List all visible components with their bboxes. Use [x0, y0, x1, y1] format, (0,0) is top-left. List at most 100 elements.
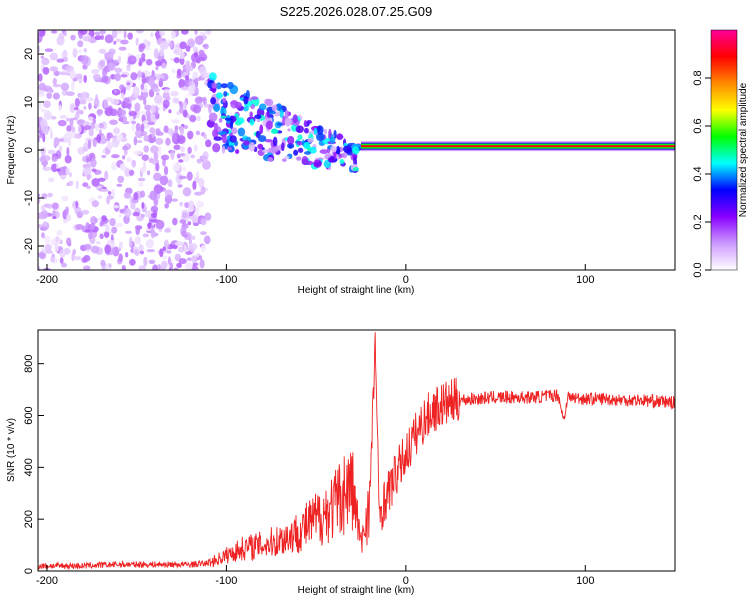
spectrogram-blob [57, 138, 65, 142]
spectrogram-blob [70, 81, 75, 91]
colorbar: 0.0 0.2 0.4 0.6 0.8 Normalized spectral ampl… [692, 29, 749, 278]
spectrogram-blob [165, 137, 171, 146]
spectrogram-blob [60, 82, 70, 91]
spectrogram-blob [104, 52, 109, 58]
spectrogram-blob [106, 141, 113, 150]
x-tick-label: 100 [576, 575, 594, 587]
spectrogram-blob [84, 229, 91, 233]
x-tick-label: 100 [576, 274, 594, 286]
spectrogram-blob [91, 177, 100, 187]
spectrogram-blob [124, 251, 129, 258]
y-tick-label: 600 [23, 406, 35, 424]
spectrogram-blob [306, 120, 312, 125]
spectrogram-blob [187, 221, 192, 226]
spectrogram-blob [112, 204, 120, 209]
spectrogram-blob [54, 243, 59, 253]
spectrogram-blob [82, 166, 92, 177]
spectrogram-blob [179, 146, 186, 153]
spectrogram-blob [203, 235, 211, 245]
spectrogram-blob [83, 105, 87, 110]
spectrogram-blob [166, 250, 172, 254]
spectrogram-blob [234, 149, 240, 155]
spectrogram-blob [191, 255, 198, 264]
spectrogram-blob [220, 115, 227, 119]
spectrogram-blob [85, 96, 94, 102]
carrier-line [360, 145, 675, 148]
spectrogram-blob [186, 257, 192, 261]
spectrogram-blob [119, 163, 127, 172]
spectrogram-carrier-line [360, 141, 675, 152]
spectrogram-blob [98, 48, 107, 54]
spectrogram-blob [248, 142, 256, 152]
spectrogram-blob [182, 167, 187, 172]
spectrogram-blob [107, 191, 112, 195]
spectrogram-blob [111, 154, 120, 159]
spectrogram-blob [231, 127, 238, 135]
spectrogram-blob [118, 109, 127, 116]
spectrogram-blob [40, 205, 46, 211]
spectrogram-blob [136, 215, 144, 222]
spectrogram-blob [117, 175, 125, 184]
spectrogram-blob [192, 104, 202, 114]
spectrogram-blob [89, 222, 96, 231]
spectrogram-blob [97, 195, 102, 199]
spectrogram-blob [119, 133, 124, 139]
spectrogram-blob [38, 90, 46, 98]
spectrogram-blob [126, 82, 130, 86]
spectrogram-blob [50, 255, 55, 263]
spectrogram-blob [42, 166, 52, 172]
spectrogram-blob [172, 119, 179, 123]
spectrogram-blob [107, 62, 116, 71]
spectrogram-blob [118, 46, 127, 51]
spectrogram-blob [39, 156, 46, 163]
spectrogram-blob [218, 117, 223, 123]
spectrogram-blob [237, 127, 246, 137]
colorbar-tick-label: 0.6 [692, 118, 704, 133]
spectrogram-blob [63, 132, 72, 143]
spectrogram-blob [94, 35, 102, 41]
spectrogram-blob [226, 81, 234, 90]
spectrogram-blob [49, 89, 54, 93]
spectrogram-blob [152, 172, 162, 182]
spectrogram-blob [178, 78, 186, 89]
spectrogram-blob [249, 118, 255, 126]
spectrogram-blob [193, 144, 198, 152]
spectrogram-blob [123, 149, 128, 156]
spectrogram-blob [226, 146, 232, 151]
spectrogram-blob [90, 69, 100, 74]
spectrogram-blob [52, 84, 62, 88]
spectrogram-blob [155, 219, 165, 230]
spectrogram-blob [136, 30, 144, 34]
spectrogram-blob [319, 149, 329, 155]
spectrogram-blob [205, 30, 212, 36]
spectrogram-blob [124, 208, 132, 218]
spectrogram-noise-region [38, 30, 213, 270]
spectrogram-blob [155, 30, 160, 41]
spectrogram-blob [281, 142, 285, 152]
spectrogram-blob [186, 171, 193, 181]
spectrogram-blob [203, 133, 207, 140]
spectrogram-blob [196, 200, 205, 208]
spectrogram-blob [132, 211, 140, 217]
spectrogram-blob [282, 158, 287, 162]
spectrogram-blob [352, 146, 360, 155]
spectrogram-blob [111, 188, 116, 198]
colorbar-gradient [710, 29, 738, 271]
spectrogram-blob [87, 139, 92, 150]
spectrogram-blob [203, 43, 209, 50]
spectrogram-blob [190, 154, 196, 159]
spectrogram-blob [169, 262, 173, 270]
spectrogram-blob [176, 68, 182, 76]
spectrogram-blob [116, 183, 123, 187]
spectrogram-blob [126, 157, 132, 163]
spectrogram-blob [296, 156, 302, 161]
spectrogram-blob [61, 195, 69, 202]
spectrogram-blob [170, 149, 175, 160]
spectrogram-blob [114, 222, 124, 228]
spectrogram-blob [96, 108, 104, 115]
spectrogram-blob [46, 86, 53, 91]
spectrogram-blob [205, 139, 212, 148]
spectrogram-blob [79, 109, 84, 115]
spectrogram-blob [183, 244, 187, 253]
